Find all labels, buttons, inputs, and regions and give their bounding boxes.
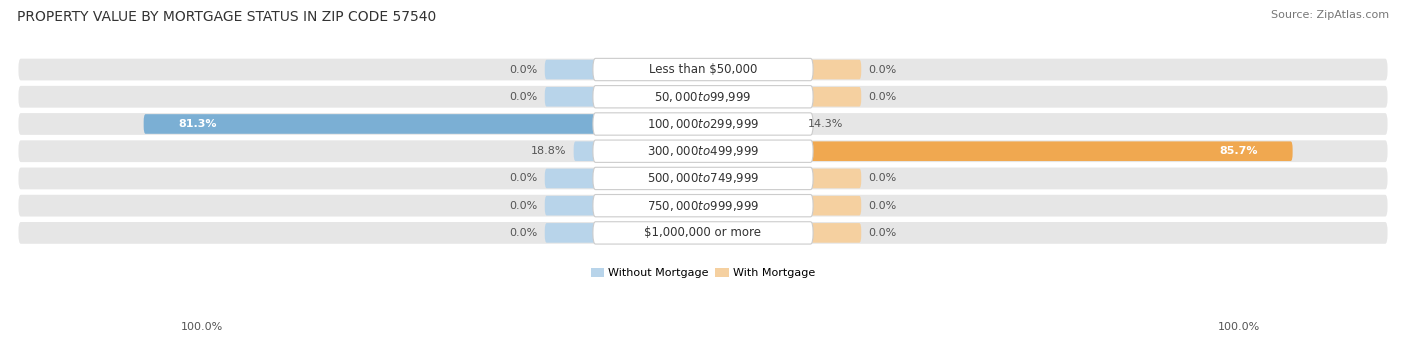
FancyBboxPatch shape: [810, 196, 862, 216]
Text: $50,000 to $99,999: $50,000 to $99,999: [654, 90, 752, 104]
FancyBboxPatch shape: [18, 86, 1388, 108]
FancyBboxPatch shape: [593, 222, 813, 244]
FancyBboxPatch shape: [593, 86, 813, 108]
FancyBboxPatch shape: [810, 223, 862, 243]
Text: PROPERTY VALUE BY MORTGAGE STATUS IN ZIP CODE 57540: PROPERTY VALUE BY MORTGAGE STATUS IN ZIP…: [17, 10, 436, 24]
Text: 0.0%: 0.0%: [509, 64, 538, 75]
FancyBboxPatch shape: [593, 194, 813, 217]
Text: $300,000 to $499,999: $300,000 to $499,999: [647, 144, 759, 158]
Text: $100,000 to $299,999: $100,000 to $299,999: [647, 117, 759, 131]
Text: 0.0%: 0.0%: [868, 228, 897, 238]
FancyBboxPatch shape: [593, 167, 813, 190]
FancyBboxPatch shape: [544, 223, 596, 243]
Text: 0.0%: 0.0%: [868, 174, 897, 183]
Text: 0.0%: 0.0%: [509, 201, 538, 211]
FancyBboxPatch shape: [810, 87, 862, 107]
FancyBboxPatch shape: [544, 169, 596, 188]
FancyBboxPatch shape: [18, 195, 1388, 217]
FancyBboxPatch shape: [593, 58, 813, 81]
Text: 0.0%: 0.0%: [868, 92, 897, 102]
FancyBboxPatch shape: [574, 142, 596, 161]
FancyBboxPatch shape: [593, 113, 813, 135]
FancyBboxPatch shape: [18, 59, 1388, 80]
FancyBboxPatch shape: [593, 140, 813, 162]
FancyBboxPatch shape: [544, 60, 596, 79]
Text: 85.7%: 85.7%: [1220, 146, 1258, 156]
Text: 0.0%: 0.0%: [509, 92, 538, 102]
Text: 0.0%: 0.0%: [868, 201, 897, 211]
Text: 81.3%: 81.3%: [179, 119, 217, 129]
Text: Source: ZipAtlas.com: Source: ZipAtlas.com: [1271, 10, 1389, 20]
Text: 14.3%: 14.3%: [808, 119, 844, 129]
FancyBboxPatch shape: [810, 169, 862, 188]
Text: $1,000,000 or more: $1,000,000 or more: [644, 226, 762, 239]
FancyBboxPatch shape: [544, 87, 596, 107]
FancyBboxPatch shape: [143, 114, 596, 134]
Text: 18.8%: 18.8%: [531, 146, 567, 156]
FancyBboxPatch shape: [18, 222, 1388, 244]
FancyBboxPatch shape: [544, 196, 596, 216]
FancyBboxPatch shape: [18, 140, 1388, 162]
FancyBboxPatch shape: [810, 142, 1292, 161]
Text: $500,000 to $749,999: $500,000 to $749,999: [647, 172, 759, 186]
Text: $750,000 to $999,999: $750,000 to $999,999: [647, 199, 759, 213]
Text: 0.0%: 0.0%: [509, 174, 538, 183]
Text: 0.0%: 0.0%: [509, 228, 538, 238]
FancyBboxPatch shape: [18, 113, 1388, 135]
Text: Less than $50,000: Less than $50,000: [648, 63, 758, 76]
Text: 100.0%: 100.0%: [1218, 322, 1260, 332]
Text: 100.0%: 100.0%: [181, 322, 224, 332]
FancyBboxPatch shape: [810, 60, 862, 79]
FancyBboxPatch shape: [800, 114, 811, 134]
Legend: Without Mortgage, With Mortgage: Without Mortgage, With Mortgage: [586, 264, 820, 283]
FancyBboxPatch shape: [18, 167, 1388, 189]
Text: 0.0%: 0.0%: [868, 64, 897, 75]
